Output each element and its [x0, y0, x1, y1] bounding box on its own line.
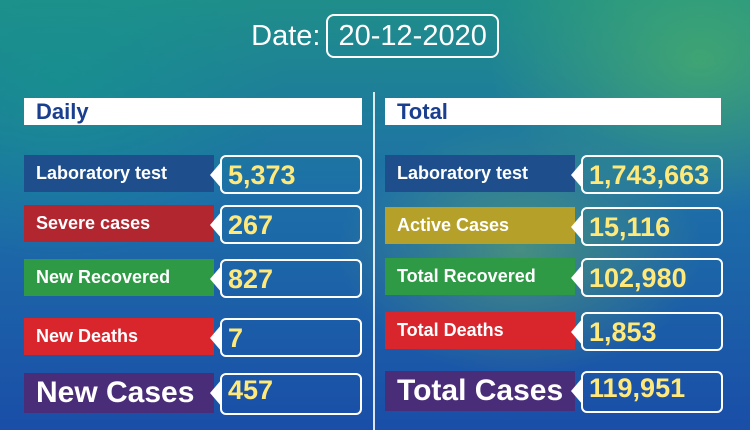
total-active-label: Active Cases	[385, 207, 575, 244]
daily-header: Daily	[24, 98, 362, 125]
total-row-deaths: Total Deaths 1,853	[385, 312, 723, 351]
total-header: Total	[385, 98, 721, 125]
daily-new-cases-box: 457	[210, 373, 362, 415]
daily-row-recovered: New Recovered 827	[24, 259, 362, 298]
daily-recovered-value: 827	[228, 264, 274, 294]
daily-row-new-cases: New Cases 457	[24, 373, 362, 415]
date-label: Date:	[251, 19, 321, 52]
daily-recovered-box: 827	[210, 259, 362, 298]
total-row-recovered: Total Recovered 102,980	[385, 258, 723, 297]
total-recovered-label: Total Recovered	[385, 258, 575, 295]
total-cases-label: Total Cases	[385, 371, 575, 411]
daily-deaths-value: 7	[228, 323, 244, 353]
total-deaths-box: 1,853	[571, 312, 723, 351]
daily-row-lab-test: Laboratory test 5,373	[24, 155, 362, 194]
daily-new-cases-label: New Cases	[24, 373, 214, 413]
total-recovered-value: 102,980	[589, 263, 687, 293]
total-active-value: 15,116	[589, 212, 671, 242]
total-row-cases: Total Cases 119,951	[385, 371, 723, 413]
daily-deaths-label: New Deaths	[24, 318, 214, 355]
daily-new-cases-value: 457	[228, 375, 274, 405]
daily-row-severe: Severe cases 267	[24, 205, 362, 244]
total-cases-value: 119,951	[589, 373, 686, 403]
total-deaths-label: Total Deaths	[385, 312, 575, 349]
daily-severe-label: Severe cases	[24, 205, 214, 242]
daily-lab-test-box: 5,373	[210, 155, 362, 194]
total-lab-test-label: Laboratory test	[385, 155, 575, 192]
date-value: 20-12-2020	[326, 14, 499, 58]
daily-recovered-label: New Recovered	[24, 259, 214, 296]
total-cases-box: 119,951	[571, 371, 723, 413]
total-deaths-value: 1,853	[589, 317, 657, 347]
total-active-box: 15,116	[571, 207, 723, 246]
total-recovered-box: 102,980	[571, 258, 723, 297]
total-lab-test-box: 1,743,663	[571, 155, 723, 194]
daily-deaths-box: 7	[210, 318, 362, 357]
date-section: Date: 20-12-2020	[0, 14, 750, 58]
daily-severe-value: 267	[228, 210, 274, 240]
total-row-lab-test: Laboratory test 1,743,663	[385, 155, 723, 194]
daily-row-deaths: New Deaths 7	[24, 318, 362, 357]
total-lab-test-value: 1,743,663	[589, 160, 710, 190]
total-row-active: Active Cases 15,116	[385, 207, 723, 246]
daily-lab-test-label: Laboratory test	[24, 155, 214, 192]
daily-severe-box: 267	[210, 205, 362, 244]
daily-lab-test-value: 5,373	[228, 160, 296, 190]
column-divider	[373, 92, 375, 430]
